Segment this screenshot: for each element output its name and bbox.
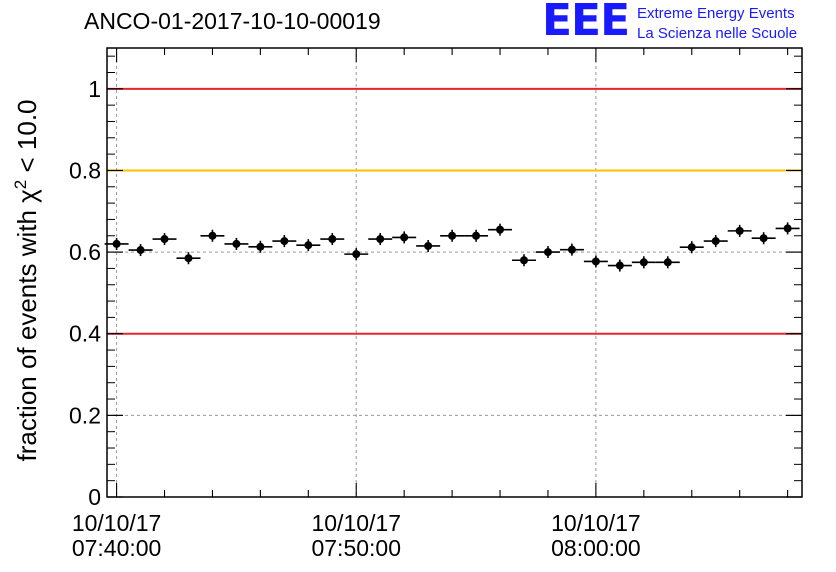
data-point [687, 243, 696, 252]
data-point [280, 237, 289, 246]
data-point [256, 242, 265, 251]
data-point [472, 231, 481, 240]
y-tick-label: 0.4 [69, 321, 101, 347]
y-tick-label: 0.2 [69, 402, 101, 428]
chart-title: ANCO-01-2017-10-10-00019 [84, 8, 381, 34]
data-point [304, 241, 313, 250]
data-point [591, 257, 600, 266]
y-tick-labels: 0 0.2 0.4 0.6 0.8 1 [69, 76, 101, 510]
x-tick-label-time: 07:40:00 [72, 535, 162, 561]
plot-frame [106, 47, 803, 498]
data-point [400, 233, 409, 242]
data-point [567, 245, 576, 254]
data-points [104, 222, 800, 272]
data-point [112, 239, 121, 248]
x-tick-label-date: 10/10/17 [72, 510, 162, 536]
data-point [208, 231, 217, 240]
reference-lines [107, 87, 802, 335]
data-point [711, 237, 720, 246]
x-tick-labels: 10/10/1707:40:0010/10/1707:50:0010/10/17… [72, 510, 641, 561]
y-axis-label: fraction of events with χ2 < 10.0 [11, 99, 42, 461]
x-tick-label-time: 08:00:00 [551, 535, 641, 561]
logo-text-line-2: La Scienza nelle Scuole [637, 25, 798, 42]
data-point [735, 226, 744, 235]
data-point [639, 258, 648, 267]
data-point [376, 235, 385, 244]
data-point [232, 239, 241, 248]
data-point [424, 241, 433, 250]
y-tick-label: 1 [88, 76, 101, 102]
eee-logo: EEE Extreme Energy Events La Scienza nel… [542, 0, 832, 46]
data-point [328, 235, 337, 244]
axis-ticks [107, 48, 802, 498]
x-tick-label-date: 10/10/17 [551, 510, 641, 536]
data-point [352, 250, 361, 259]
data-point [184, 254, 193, 263]
data-point [136, 246, 145, 255]
data-point [663, 258, 672, 267]
gridlines [107, 48, 802, 497]
data-point [448, 231, 457, 240]
data-point [496, 225, 505, 234]
data-point [543, 248, 552, 257]
y-tick-label: 0.8 [69, 157, 101, 183]
eee-logo-mark: EEE [542, 0, 630, 46]
data-point [160, 235, 169, 244]
data-point [759, 234, 768, 243]
logo-text-line-1: Extreme Energy Events [637, 5, 795, 22]
data-point [783, 224, 792, 233]
x-tick-label-date: 10/10/17 [311, 510, 401, 536]
y-tick-label: 0 [88, 484, 101, 510]
data-point [520, 256, 528, 265]
data-point [615, 261, 624, 270]
x-tick-label-time: 07:50:00 [311, 535, 401, 561]
y-tick-label: 0.6 [69, 239, 101, 265]
